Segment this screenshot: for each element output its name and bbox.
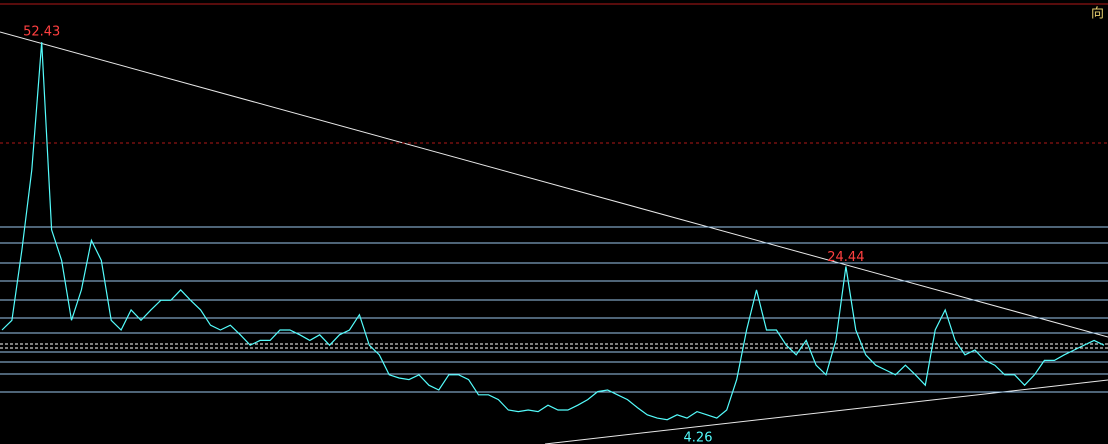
trend-line bbox=[544, 379, 1108, 444]
peak-label: 24.44 bbox=[827, 250, 864, 265]
max-label: 52.43 bbox=[23, 25, 60, 40]
trend-line bbox=[0, 31, 1108, 338]
min-label: 4.26 bbox=[684, 430, 713, 444]
price-line bbox=[1, 42, 1105, 421]
corner-label: 向 bbox=[1091, 6, 1104, 22]
